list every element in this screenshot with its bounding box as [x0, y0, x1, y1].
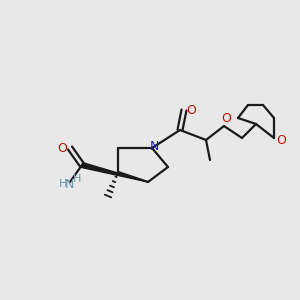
Text: O: O	[57, 142, 67, 154]
Text: O: O	[221, 112, 231, 125]
Text: H: H	[59, 179, 67, 189]
Text: N: N	[149, 140, 159, 154]
Text: O: O	[276, 134, 286, 146]
Text: H: H	[73, 174, 81, 184]
Text: N: N	[64, 178, 74, 190]
Polygon shape	[81, 163, 148, 182]
Text: O: O	[186, 103, 196, 116]
